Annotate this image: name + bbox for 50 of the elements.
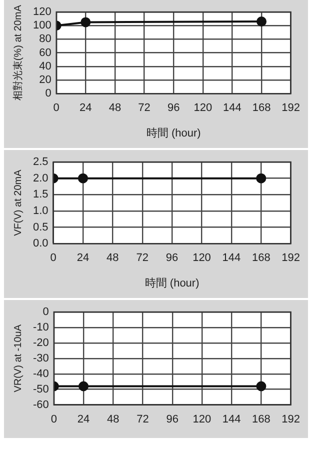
x-tick-label: 24 <box>77 413 90 426</box>
x-tick-label: 96 <box>167 102 180 114</box>
x-tick-label: 72 <box>138 102 150 114</box>
x-tick-label: 120 <box>192 413 212 426</box>
x-tick-label: 192 <box>282 252 300 264</box>
x-axis-title: 時間 (hour) <box>144 276 200 290</box>
y-tick-label: 0.0 <box>32 238 48 250</box>
y-axis-title: 相對光束(%) at 20mA <box>12 4 24 101</box>
y-tick-label: -30 <box>32 352 49 364</box>
y-tick-label: -10 <box>32 322 49 334</box>
y-axis-title: VR(V) at -10uA <box>12 324 24 392</box>
x-tick-label: 168 <box>252 413 270 426</box>
x-tick-label: 144 <box>222 252 241 264</box>
y-tick-label: -60 <box>32 398 49 411</box>
x-tick-label: 24 <box>80 102 92 114</box>
x-tick-label: 72 <box>136 252 148 264</box>
y-tick-label: -50 <box>32 383 49 396</box>
y-tick-label: -40 <box>32 368 49 380</box>
x-tick-label: 48 <box>108 102 122 114</box>
x-tick-label: 144 <box>223 102 242 114</box>
x-tick-label: 120 <box>192 252 211 264</box>
x-tick-label: 144 <box>222 413 241 426</box>
y-tick-label: 0.5 <box>32 221 48 234</box>
y-tick-label: 60 <box>39 46 52 59</box>
x-tick-label: 168 <box>252 252 270 264</box>
x-tick-label: 48 <box>106 252 119 264</box>
y-tick-label: 1.0 <box>32 204 48 217</box>
y-axis-title: VF(V) at 20mA <box>12 169 24 236</box>
y-tick-label: 0 <box>45 88 52 100</box>
x-tick-label: 48 <box>107 413 120 426</box>
x-tick-label: 96 <box>166 413 178 426</box>
y-tick-label: -20 <box>32 336 49 349</box>
y-tick-label: 120 <box>32 6 52 18</box>
x-tick-label: 96 <box>166 252 178 264</box>
x-axis-title: 時間 (hour) <box>146 126 201 140</box>
y-tick-label: 100 <box>32 20 52 32</box>
y-tick-label: 2.5 <box>32 156 48 168</box>
y-tick-label: 80 <box>39 33 52 46</box>
x-tick-label: 24 <box>76 252 90 264</box>
y-tick-label: 1.5 <box>32 188 48 201</box>
y-tick-label: 2.0 <box>32 172 48 184</box>
y-tick-label: 40 <box>39 60 52 72</box>
x-tick-label: 72 <box>136 413 149 426</box>
x-tick-label: 120 <box>194 102 212 114</box>
y-tick-label: 0 <box>42 306 49 318</box>
x-tick-label: 0 <box>53 102 60 114</box>
x-tick-label: 192 <box>282 102 300 114</box>
y-tick-label: 20 <box>39 74 52 86</box>
x-tick-label: 192 <box>282 413 300 426</box>
x-tick-label: 168 <box>252 102 271 114</box>
